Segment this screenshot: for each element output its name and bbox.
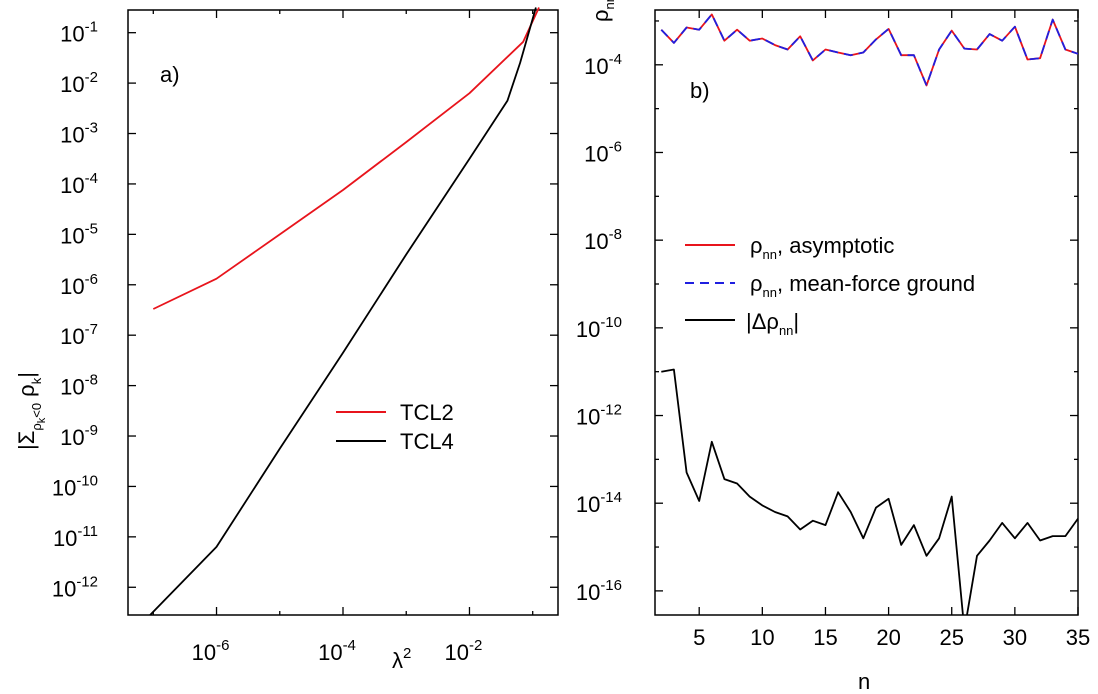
panel-a-y-tick-label: 10-12	[52, 573, 98, 601]
panel-a-x-tick-label: 10-2	[445, 637, 483, 665]
panel-b-series-0	[660, 13, 1078, 87]
panel-b-legend-label-mean-force: ρnn, mean-force ground	[750, 271, 975, 300]
panel-b-y-tick-label: 10-14	[576, 489, 622, 517]
panel-b-y-tick-label: 10-8	[584, 226, 622, 254]
panel-a-frame	[127, 9, 559, 616]
panel-b-x-tick-label: 15	[813, 625, 837, 650]
panel-b-x-tick-label: 10	[750, 625, 774, 650]
panel-b-frame	[654, 9, 1079, 616]
panel-a-x-tick-label: 10-4	[318, 637, 356, 665]
panel-b-x-axis-title: n	[858, 669, 870, 694]
panel-b-x-tick-label: 20	[876, 625, 900, 650]
panel-a-y-tick-label: 10-9	[60, 422, 98, 450]
panel-b-x-tick-label: 35	[1066, 625, 1090, 650]
panel-a-series-tcl4	[149, 7, 537, 616]
panel-a-y-tick-label: 10-10	[52, 472, 98, 500]
panel-b-y-tick-label: 10-16	[576, 577, 622, 605]
panel-b-y-tick-label: 10-12	[576, 402, 622, 430]
panel-a-label: a)	[160, 62, 180, 87]
panel-a: a) λ2 |Σρk<0 ρk| TCL2 TCL4 10-6 10-4 10-2 1…	[14, 7, 559, 673]
panel-a-x-axis-title: λ2	[392, 645, 411, 673]
panel-b-x-tick-label: 30	[1003, 625, 1027, 650]
panel-a-y-tick-label: 10-6	[60, 271, 98, 299]
panel-b: b) n ρnn ρnn, asymptotic ρnn, mean-force…	[576, 0, 1090, 694]
panel-b-legend: ρnn, asymptotic ρnn, mean-force ground |…	[685, 233, 975, 338]
panel-b-y-tick-label: 10-4	[584, 51, 622, 79]
panel-b-y-tick-label: 10-10	[576, 314, 622, 342]
panel-a-series-tcl2	[152, 7, 540, 310]
panel-a-y-axis-title: |Σρk<0 ρk|	[14, 372, 48, 450]
panel-a-y-tick-label: 10-11	[53, 523, 98, 551]
panel-b-plot-area	[660, 13, 1078, 615]
panel-a-legend-label-tcl2: TCL2	[400, 400, 454, 425]
panel-a-x-tick-label: 10-6	[192, 637, 230, 665]
panel-a-y-tick-label: 10-7	[60, 321, 98, 349]
panel-b-x-tick-label: 5	[693, 625, 705, 650]
panel-a-y-tick-label: 10-8	[60, 372, 98, 400]
panel-a-y-tick-label: 10-3	[60, 120, 98, 148]
panel-a-y-tick-label: 10-1	[60, 19, 98, 47]
panel-a-y-tick-label: 10-5	[60, 220, 98, 248]
panel-a-legend: TCL2 TCL4	[336, 400, 454, 454]
panel-b-y-axis-title: ρnn	[588, 0, 617, 22]
panel-b-legend-label-asymptotic: ρnn, asymptotic	[750, 233, 894, 262]
panel-a-legend-label-tcl4: TCL4	[400, 429, 454, 454]
panel-b-series-1	[660, 13, 1078, 87]
panel-b-series-2	[661, 368, 1078, 615]
panel-b-legend-label-delta: |Δρnn|	[746, 309, 799, 338]
panel-a-y-tick-label: 10-4	[60, 170, 98, 198]
panel-a-y-tick-label: 10-2	[60, 69, 98, 97]
panel-b-label: b)	[690, 78, 710, 103]
panel-b-x-tick-label: 25	[939, 625, 963, 650]
panel-b-y-tick-label: 10-6	[584, 138, 622, 166]
